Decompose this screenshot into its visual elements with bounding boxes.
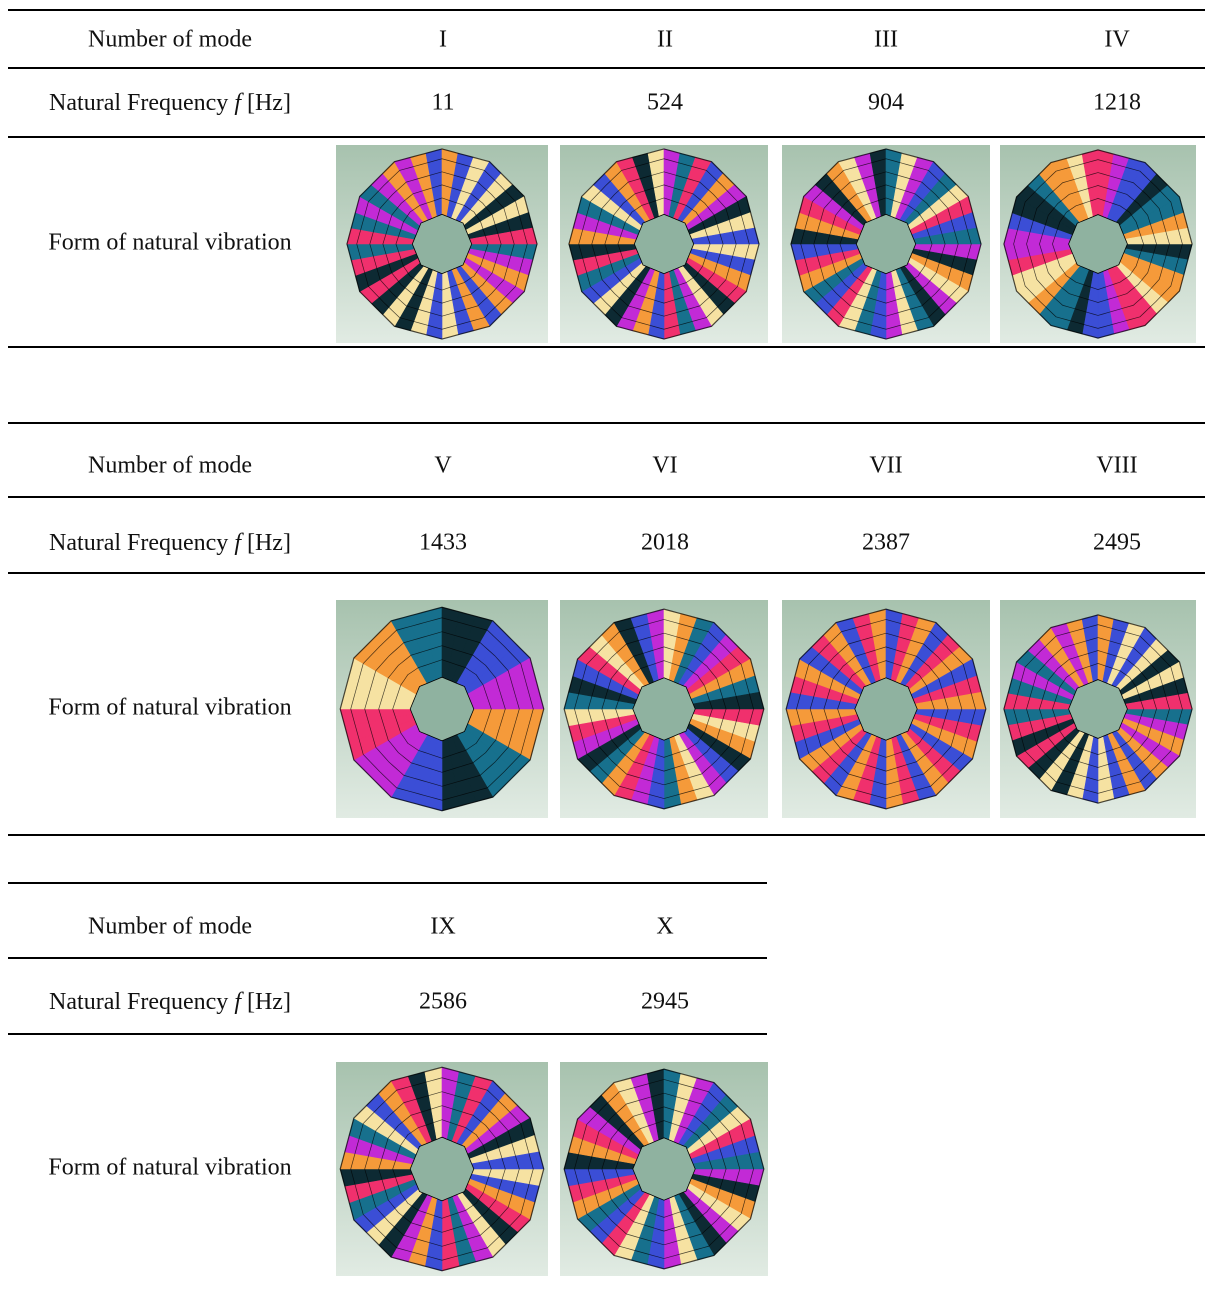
mode-label: Number of mode — [88, 27, 252, 53]
mode-number: VIII — [1096, 453, 1137, 479]
mode-number: IV — [1104, 27, 1130, 53]
natural-frequency: 1218 — [1093, 90, 1141, 116]
ring-hole — [633, 1138, 695, 1200]
frequency-label-text: Natural Frequency — [49, 530, 228, 556]
natural-frequency: 11 — [431, 90, 454, 116]
frequency-label-text: Natural Frequency — [49, 989, 228, 1015]
mode-table: Number of mode Natural Frequency f [Hz] Fo… — [8, 423, 1205, 835]
ring-hole — [1069, 680, 1128, 739]
frequency-label: Natural Frequency f [Hz] — [49, 989, 291, 1015]
mode-number: I — [439, 27, 447, 53]
form-label: Form of natural vibration — [48, 230, 291, 256]
natural-frequency: 2387 — [862, 530, 910, 556]
mode-table: Number of mode Natural Frequency f [Hz] Fo… — [8, 883, 768, 1276]
vibration-image — [560, 600, 768, 818]
vibration-image — [560, 1062, 768, 1276]
vibration-image — [1000, 600, 1196, 818]
mode-number: III — [874, 27, 898, 53]
frequency-symbol: f — [234, 90, 244, 116]
ring-hole — [412, 214, 471, 273]
mode-number: VI — [652, 453, 677, 479]
ring-hole — [634, 214, 693, 273]
mode-label: Number of mode — [88, 914, 252, 940]
ring-hole — [410, 677, 474, 741]
natural-frequency: 2018 — [641, 530, 689, 556]
mode-number: IX — [430, 914, 455, 940]
natural-frequency: 904 — [868, 90, 904, 116]
form-label: Form of natural vibration — [48, 695, 291, 721]
mode-table: Number of mode Natural Frequency f [Hz] Fo… — [8, 10, 1205, 347]
natural-frequency: 2586 — [419, 989, 467, 1015]
ring-hole — [1069, 215, 1128, 274]
mode-label: Number of mode — [88, 453, 252, 479]
mode-number: VII — [869, 453, 902, 479]
vibration-image — [782, 600, 990, 818]
frequency-symbol: f — [234, 530, 244, 556]
natural-frequency: 1433 — [419, 530, 467, 556]
frequency-label: Natural Frequency f [Hz] — [49, 90, 291, 116]
ring-hole — [633, 678, 695, 740]
natural-frequency: 2945 — [641, 989, 689, 1015]
mode-number: X — [656, 914, 673, 940]
vibration-image — [336, 1062, 548, 1276]
frequency-label: Natural Frequency f [Hz] — [49, 530, 291, 556]
mode-number: V — [434, 453, 452, 479]
vibration-image — [1000, 145, 1196, 343]
frequency-label-text: Natural Frequency — [49, 90, 228, 116]
vibration-image — [336, 600, 548, 818]
vibration-image — [336, 145, 548, 343]
mode-number: II — [657, 27, 673, 53]
page: Number of mode Natural Frequency f [Hz] Fo… — [0, 0, 1211, 1286]
vibration-image — [782, 145, 990, 343]
ring-hole — [856, 214, 915, 273]
ring-hole — [410, 1137, 474, 1201]
form-label: Form of natural vibration — [48, 1155, 291, 1181]
natural-frequency: 524 — [647, 90, 683, 116]
ring-hole — [855, 678, 917, 740]
frequency-unit: [Hz] — [247, 989, 291, 1015]
document: Number of mode Natural Frequency f [Hz] Fo… — [0, 0, 1211, 1286]
vibration-image — [560, 145, 768, 343]
frequency-unit: [Hz] — [247, 530, 291, 556]
frequency-unit: [Hz] — [247, 90, 291, 116]
natural-frequency: 2495 — [1093, 530, 1141, 556]
frequency-symbol: f — [234, 989, 244, 1015]
